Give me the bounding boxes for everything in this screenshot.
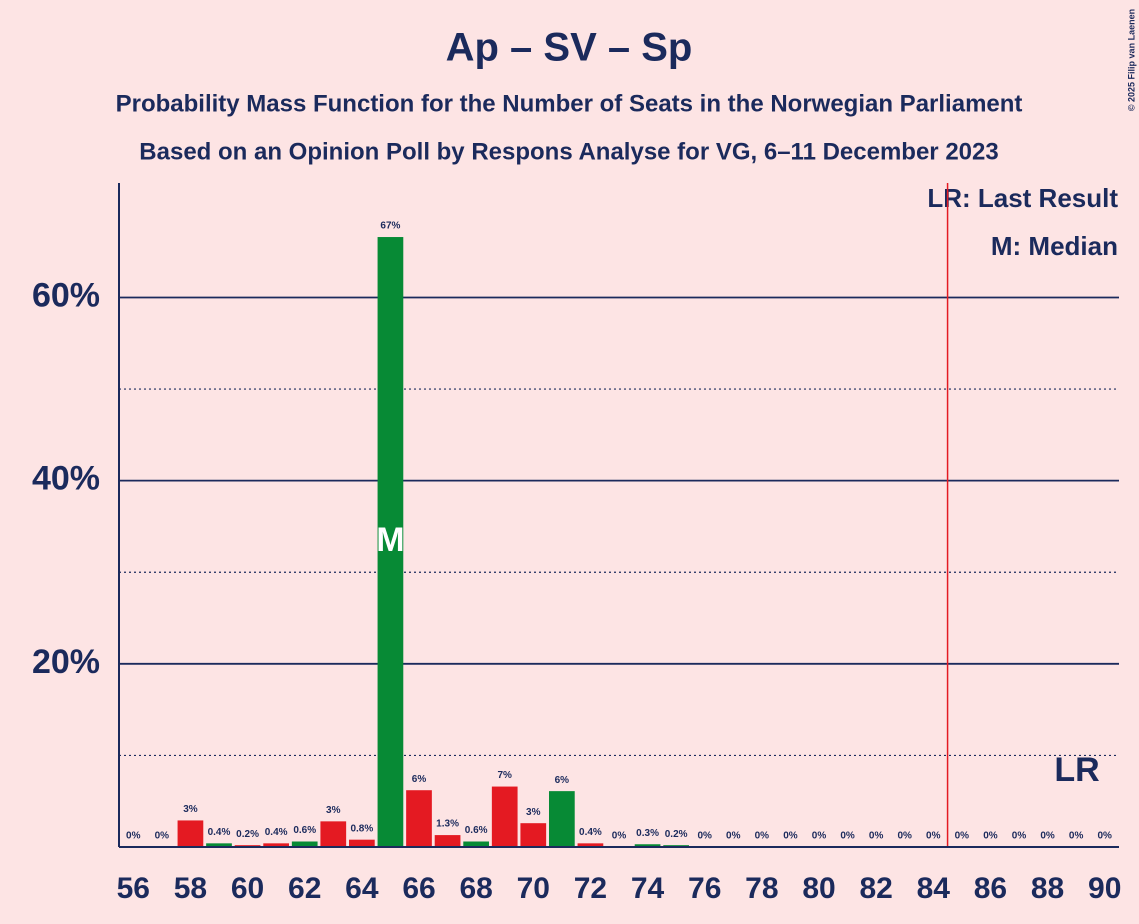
last-result-label: LR: [1054, 751, 1099, 789]
value-label: 7%: [497, 770, 512, 781]
bar: [377, 237, 404, 847]
value-label: 3%: [183, 804, 198, 815]
value-label: 67%: [380, 221, 400, 232]
x-tick-label: 60: [231, 872, 264, 905]
value-label: 0%: [812, 831, 827, 842]
value-label: 0.2%: [236, 829, 259, 840]
x-tick-label: 66: [402, 872, 435, 905]
copyright: © 2025 Filip van Laenen: [1126, 9, 1136, 111]
bar: [520, 823, 547, 847]
value-label: 0%: [612, 831, 627, 842]
chart-title: Ap – SV – Sp: [446, 26, 693, 70]
value-label: 0.6%: [293, 825, 316, 836]
value-label: 0%: [697, 831, 712, 842]
bar: [206, 843, 232, 847]
bar: [434, 835, 461, 847]
x-tick-label: 74: [631, 872, 665, 905]
x-tick-label: 78: [745, 872, 778, 905]
bar: [177, 820, 204, 847]
subtitle: Probability Mass Function for the Number…: [116, 90, 1023, 117]
legend-entry: LR: Last Result: [927, 183, 1118, 213]
legend-entry: M: Median: [991, 231, 1118, 261]
bar: [634, 844, 661, 847]
value-label: 0.8%: [350, 823, 373, 834]
value-label: 6%: [555, 775, 570, 786]
value-label: 0%: [1040, 831, 1055, 842]
bar: [549, 791, 575, 847]
value-label: 0%: [897, 831, 912, 842]
value-label: 0%: [1012, 831, 1027, 842]
bar: [577, 843, 604, 847]
value-label: 0%: [1097, 831, 1112, 842]
subtitle: Based on an Opinion Poll by Respons Anal…: [139, 138, 998, 165]
bar: [320, 821, 347, 847]
value-label: 0.4%: [265, 827, 288, 838]
value-label: 0%: [126, 831, 141, 842]
value-label: 0.3%: [636, 828, 659, 839]
x-tick-label: 86: [974, 872, 1007, 905]
x-tick-label: 76: [688, 872, 721, 905]
x-tick-label: 72: [574, 872, 607, 905]
bar: [291, 841, 318, 847]
value-label: 0.6%: [465, 825, 488, 836]
value-label: 3%: [326, 805, 341, 816]
bar: [406, 790, 432, 847]
value-label: 0%: [755, 831, 770, 842]
value-label: 0%: [783, 831, 798, 842]
x-tick-label: 58: [174, 872, 207, 905]
x-tick-label: 90: [1088, 872, 1121, 905]
value-label: 0%: [155, 831, 170, 842]
bar: [491, 786, 518, 847]
median-marker: M: [376, 521, 404, 559]
x-tick-label: 62: [288, 872, 321, 905]
x-tick-label: 88: [1031, 872, 1064, 905]
y-tick-label: 40%: [32, 460, 100, 498]
value-label: 0%: [869, 831, 884, 842]
x-tick-label: 56: [117, 872, 150, 905]
x-tick-label: 84: [917, 872, 951, 905]
value-label: 0.2%: [665, 829, 688, 840]
value-label: 6%: [412, 774, 427, 785]
x-tick-label: 64: [345, 872, 379, 905]
value-label: 0%: [926, 831, 941, 842]
y-tick-label: 60%: [32, 276, 100, 314]
value-label: 0.4%: [208, 827, 231, 838]
value-label: 0%: [726, 831, 741, 842]
bar: [349, 839, 375, 847]
x-tick-label: 80: [802, 872, 835, 905]
x-tick-label: 68: [459, 872, 492, 905]
bar: [463, 841, 489, 847]
value-label: 0.4%: [579, 827, 602, 838]
bar: [263, 843, 289, 847]
value-label: 3%: [526, 807, 541, 818]
x-tick-label: 82: [859, 872, 892, 905]
value-label: 0%: [840, 831, 855, 842]
value-label: 0%: [983, 831, 998, 842]
value-label: 0%: [955, 831, 970, 842]
value-label: 0%: [1069, 831, 1084, 842]
value-label: 1.3%: [436, 819, 459, 830]
x-tick-label: 70: [517, 872, 550, 905]
y-tick-label: 20%: [32, 643, 100, 681]
